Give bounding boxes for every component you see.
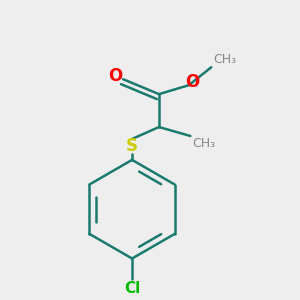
Text: CH₃: CH₃ bbox=[213, 53, 236, 66]
Text: S: S bbox=[126, 137, 138, 155]
Text: O: O bbox=[185, 73, 199, 91]
Text: Cl: Cl bbox=[124, 281, 140, 296]
Text: O: O bbox=[109, 67, 123, 85]
Text: CH₃: CH₃ bbox=[192, 137, 215, 151]
